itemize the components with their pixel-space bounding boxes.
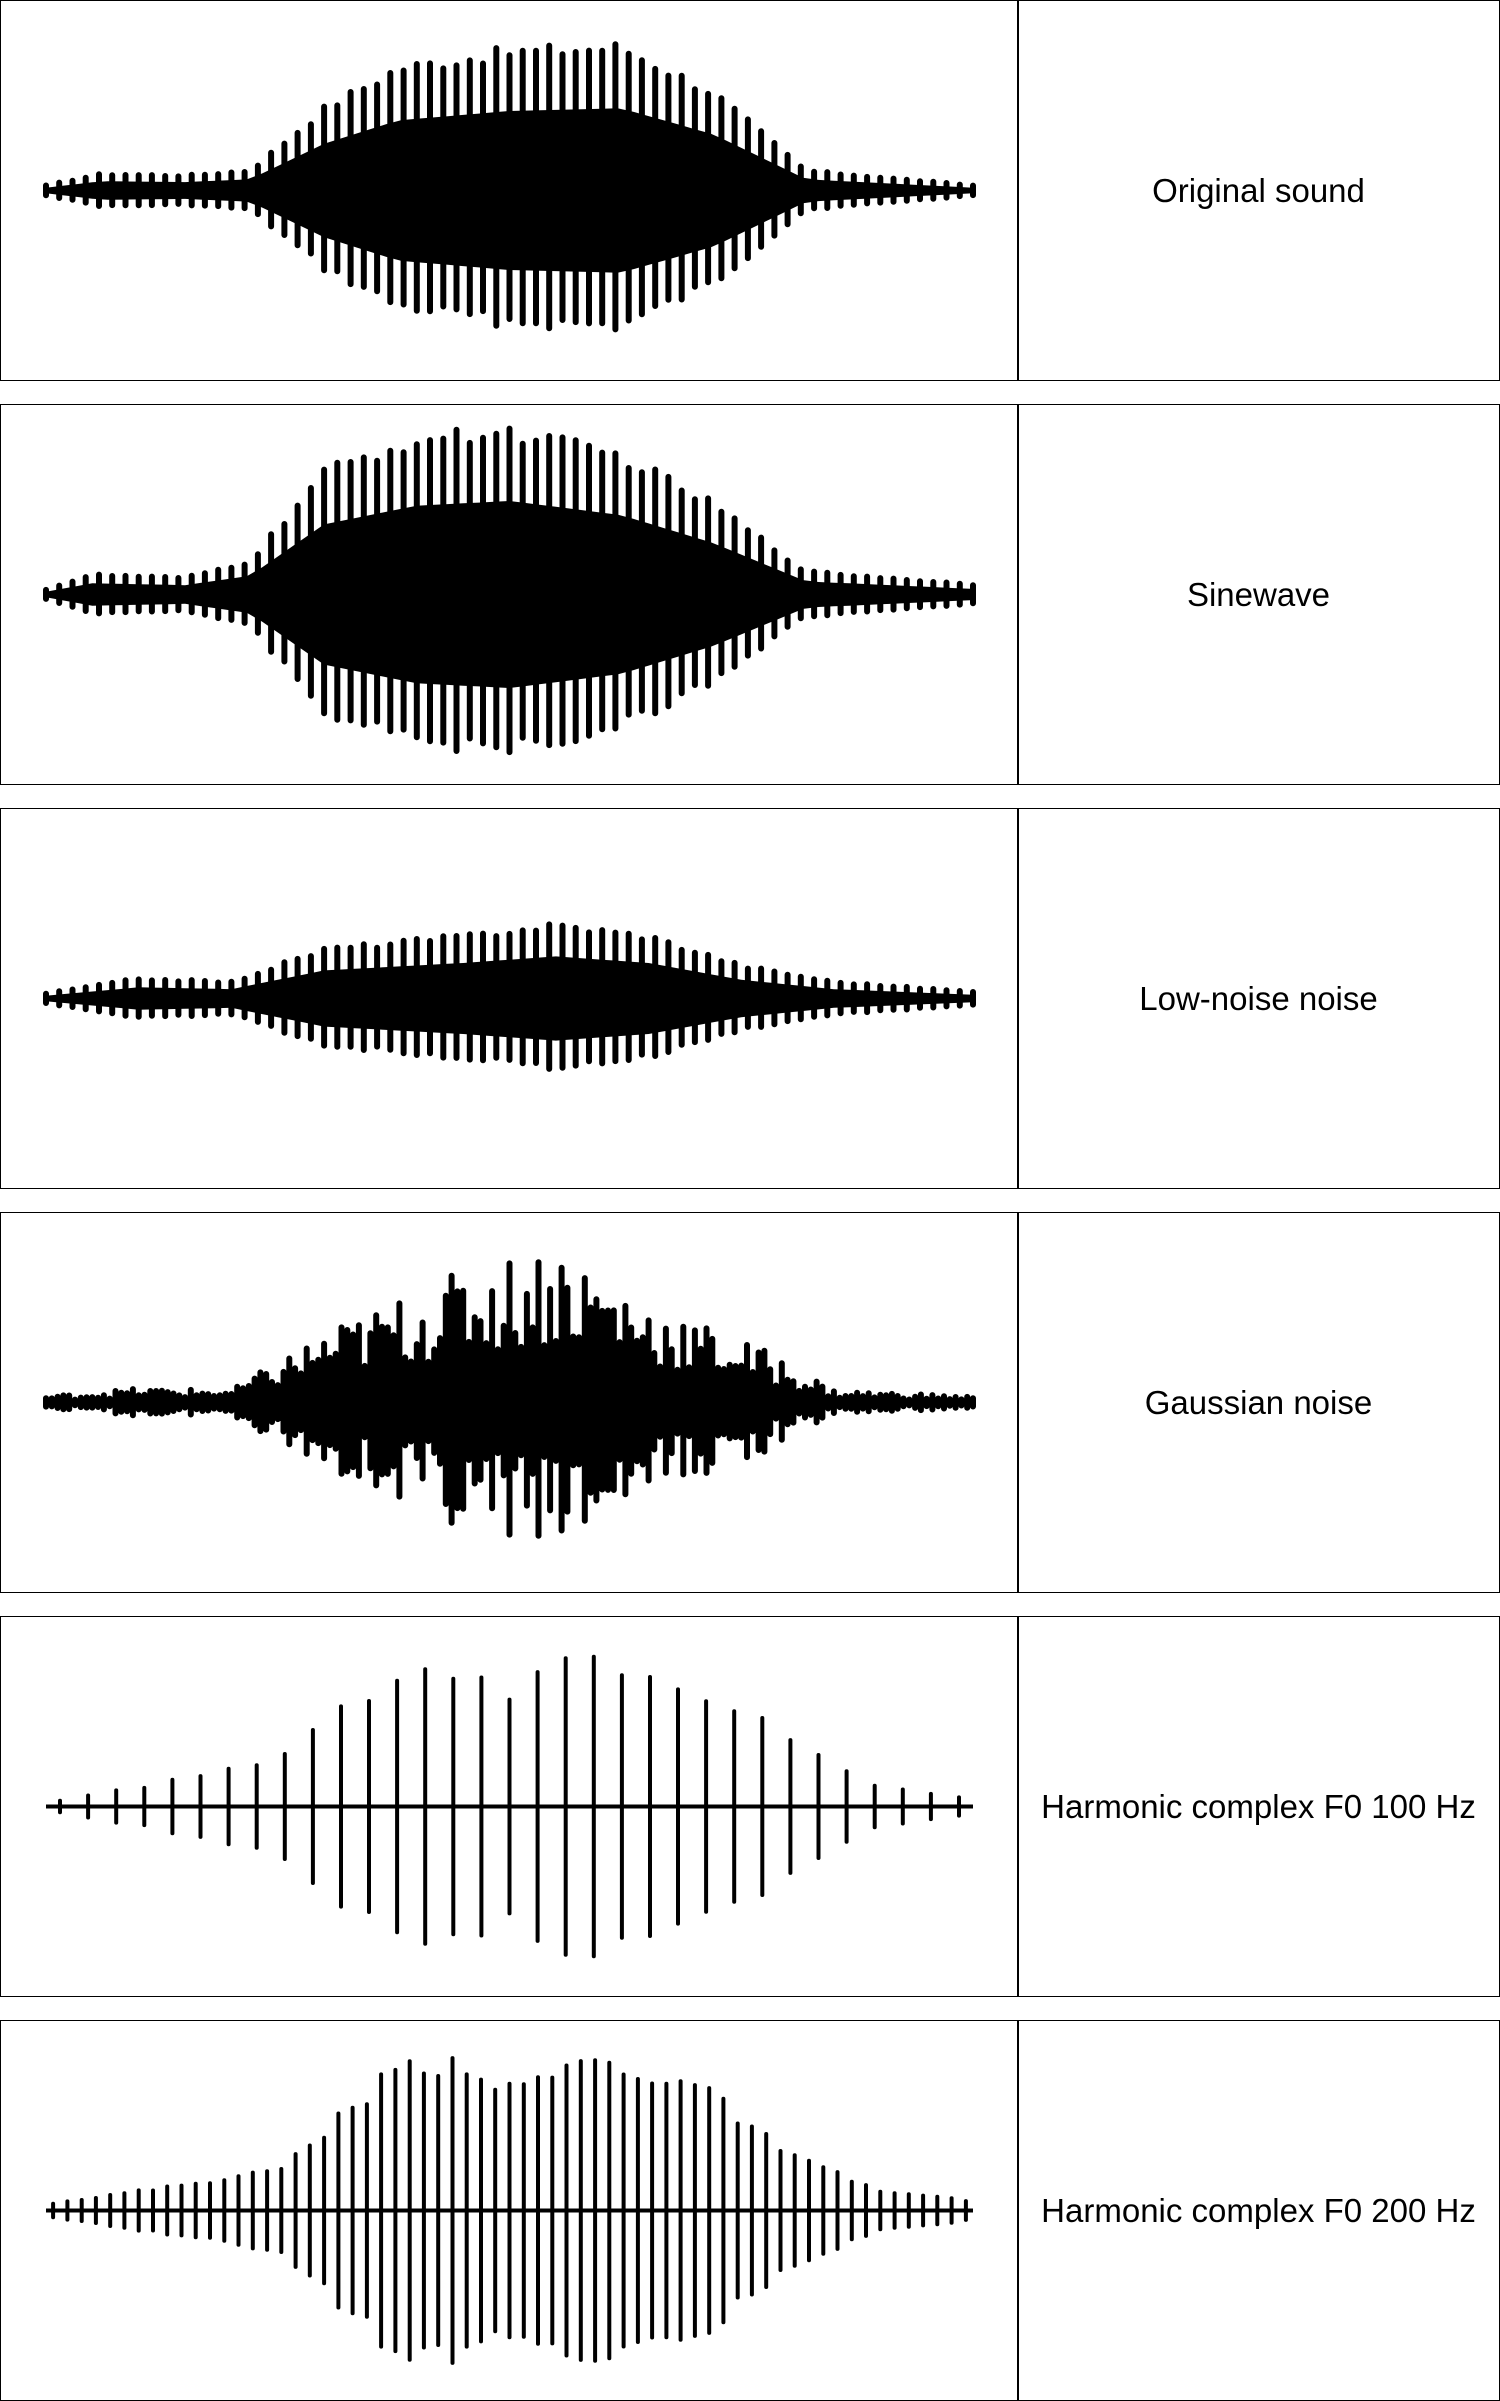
panel-label: Gaussian noise [1144,1383,1373,1421]
waveform-sinewave [43,425,976,756]
waveform-box-gaussian [0,1212,1019,1593]
waveform-harmonic100 [46,1654,973,1959]
waveform-lownoise [43,921,976,1072]
label-box-harmonic100: Harmonic complex F0 100 Hz [1017,1616,1500,1997]
waveform-oscillation [43,921,976,1072]
panel-label: Low-noise noise [1139,979,1378,1017]
waveform-oscillation [51,2056,968,2365]
waveform-trace [58,1654,961,1959]
label-box-original: Original sound [1017,0,1500,381]
panel-gaussian: Gaussian noise [0,1212,1500,1593]
waveform-box-lownoise [0,808,1019,1189]
waveform-box-original [0,0,1019,381]
panel-original: Original sound [0,0,1500,381]
panel-label: Harmonic complex F0 200 Hz [1041,2191,1476,2229]
waveform-original [43,41,976,333]
waveform-trace [43,1259,976,1539]
label-box-lownoise: Low-noise noise [1017,808,1500,1189]
waveform-box-harmonic200 [0,2020,1019,2401]
panel-sinewave: Sinewave [0,404,1500,785]
panel-lownoise: Low-noise noise [0,808,1500,1189]
waveform-harmonic200 [46,2056,973,2365]
waveform-oscillation [58,1654,961,1959]
label-box-harmonic200: Harmonic complex F0 200 Hz [1017,2020,1500,2401]
label-box-sinewave: Sinewave [1017,404,1500,785]
waveform-trace [51,2056,968,2365]
panel-harmonic100: Harmonic complex F0 100 Hz [0,1616,1500,1997]
panel-label: Harmonic complex F0 100 Hz [1041,1787,1476,1825]
waveform-oscillation [43,1259,976,1539]
panel-label: Sinewave [1186,575,1331,613]
waveform-box-sinewave [0,404,1019,785]
label-box-gaussian: Gaussian noise [1017,1212,1500,1593]
waveform-oscillation [43,425,976,756]
waveform-box-harmonic100 [0,1616,1019,1997]
waveform-trace [43,425,976,756]
waveform-trace [43,921,976,1072]
waveform-gaussian [43,1259,976,1539]
panel-harmonic200: Harmonic complex F0 200 Hz [0,2020,1500,2401]
panel-label: Original sound [1152,171,1365,209]
waveform-trace [43,41,976,333]
waveform-oscillation [43,41,976,333]
